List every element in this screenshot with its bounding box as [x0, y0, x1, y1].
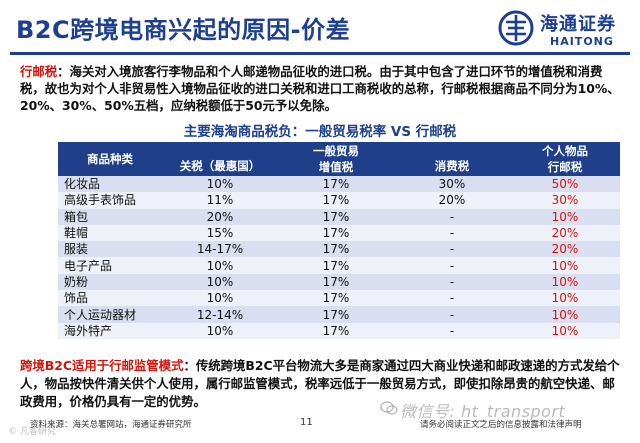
cell-vat: 17% — [278, 322, 394, 339]
cell-postal-tax: 20% — [510, 224, 620, 242]
header-postal-tax: 个人物品 行邮税 — [510, 142, 620, 176]
cell-vat: 17% — [278, 306, 394, 323]
mode-paragraph: 跨境B2C适用于行邮监管模式：传统跨境B2C平台物流大多是商家通过四大商业快递和… — [20, 357, 624, 411]
intro-paragraph: 行邮税：海关对入境旅客行李物品和个人邮递物品征收的进口税。由于其中包含了进口环节… — [20, 63, 624, 114]
cell-tariff: 15% — [162, 224, 278, 242]
cell-tariff: 11% — [162, 192, 278, 209]
table-row: 服装 14-17% 17% - 20% — [58, 241, 620, 258]
mode-lead: 跨境B2C适用于行邮监管模式 — [20, 358, 184, 373]
cell-consumption: - — [394, 224, 510, 242]
cell-tariff: 20% — [162, 208, 278, 225]
table-row: 个人运动器材 12-14% 17% - 10% — [58, 306, 620, 323]
cell-postal-tax: 10% — [510, 208, 620, 225]
cell-category: 饰品 — [58, 290, 162, 307]
cell-vat: 17% — [278, 257, 394, 274]
cell-vat: 17% — [278, 192, 394, 209]
cell-category: 鞋帽 — [58, 224, 162, 242]
cell-tariff: 10% — [162, 257, 278, 274]
cell-consumption: - — [394, 257, 510, 274]
cell-tariff: 10% — [162, 273, 278, 291]
table-title: 主要海淘商品税负：一般贸易税率 VS 行邮税 — [183, 124, 457, 140]
cell-tariff: 10% — [162, 176, 278, 193]
cell-consumption: 20% — [394, 192, 510, 209]
cell-tariff: 10% — [162, 322, 278, 339]
cell-postal-tax: 50% — [510, 176, 620, 193]
haitong-logo-icon — [498, 10, 534, 46]
cell-consumption: - — [394, 241, 510, 258]
haitong-logo: 海通证券 HAITONG — [498, 8, 636, 52]
cell-category: 高级手表饰品 — [58, 192, 162, 209]
cell-consumption: - — [394, 306, 510, 323]
table-row: 化妆品 10% 17% 30% 50% — [58, 176, 620, 193]
cell-postal-tax: 10% — [510, 273, 620, 291]
cell-vat: 17% — [278, 290, 394, 307]
cell-category: 服装 — [58, 241, 162, 258]
cell-postal-tax: 30% — [510, 192, 620, 209]
wechat-icon — [380, 401, 398, 415]
header-vat: 一般贸易 增值税 — [278, 142, 394, 176]
cell-consumption: 30% — [394, 176, 510, 193]
cell-consumption: - — [394, 273, 510, 291]
table-row: 箱包 20% 17% - 10% — [58, 208, 620, 225]
page-number: 11 — [300, 417, 313, 428]
footer-source: 资料来源：海关总署网站，海通证券研究所 — [30, 420, 192, 430]
cell-category: 海外特产 — [58, 322, 162, 339]
cell-category: 电子产品 — [58, 257, 162, 274]
cell-postal-tax: 10% — [510, 322, 620, 339]
corner-watermark: © 凡客研究 — [8, 427, 56, 437]
intro-lead: 行邮税 — [20, 64, 58, 79]
header-category: 商品种类 — [58, 142, 162, 176]
cell-vat: 17% — [278, 241, 394, 258]
table-row: 电子产品 10% 17% - 10% — [58, 257, 620, 274]
cell-postal-tax: 20% — [510, 241, 620, 258]
cell-postal-tax: 10% — [510, 306, 620, 323]
cell-consumption: - — [394, 290, 510, 307]
watermark-text: 微信号: ht_transport — [400, 402, 566, 421]
table-row: 海外特产 10% 17% - 10% — [58, 322, 620, 339]
cell-tariff: 14-17% — [162, 241, 278, 258]
cell-category: 箱包 — [58, 208, 162, 225]
cell-postal-tax: 10% — [510, 290, 620, 307]
cell-postal-tax: 10% — [510, 257, 620, 274]
mode-text: ：传统跨境B2C平台物流大多是商家通过四大商业快递和邮政速递的方式发给个人，物品… — [20, 358, 620, 409]
table-header-row: 商品种类 关税（最惠国） 一般贸易 增值税 消费税 个人物品 行邮税 — [58, 142, 620, 176]
cell-vat: 17% — [278, 273, 394, 291]
intro-text: ：海关对入境旅客行李物品和个人邮递物品征收的进口税。由于其中包含了进口环节的增值… — [20, 64, 620, 113]
title-divider — [10, 52, 630, 55]
header-tariff: 关税（最惠国） — [162, 142, 278, 176]
cell-consumption: - — [394, 208, 510, 225]
tax-comparison-table: 商品种类 关税（最惠国） 一般贸易 增值税 消费税 个人物品 行邮税 化妆品 10%… — [58, 142, 620, 339]
cell-category: 化妆品 — [58, 176, 162, 193]
cell-vat: 17% — [278, 208, 394, 225]
table-row: 奶粉 10% 17% - 10% — [58, 273, 620, 291]
cell-tariff: 10% — [162, 290, 278, 307]
table-row: 鞋帽 15% 17% - 20% — [58, 224, 620, 242]
table-row: 高级手表饰品 11% 17% 20% 30% — [58, 192, 620, 209]
table-row: 饰品 10% 17% - 10% — [58, 290, 620, 307]
cell-category: 个人运动器材 — [58, 306, 162, 323]
cell-category: 奶粉 — [58, 273, 162, 291]
footer-disclaimer: 请务必阅读正文之后的信息披露和法律声明 — [420, 420, 582, 430]
cell-consumption: - — [394, 322, 510, 339]
logo-chinese-name: 海通证券 — [540, 14, 616, 35]
header-consumption: 消费税 — [394, 142, 510, 176]
page-title: B2C跨境电商兴起的原因-价差 — [16, 16, 351, 44]
cell-tariff: 12-14% — [162, 306, 278, 323]
logo-english-name: HAITONG — [550, 35, 614, 48]
cell-vat: 17% — [278, 176, 394, 193]
cell-vat: 17% — [278, 224, 394, 242]
